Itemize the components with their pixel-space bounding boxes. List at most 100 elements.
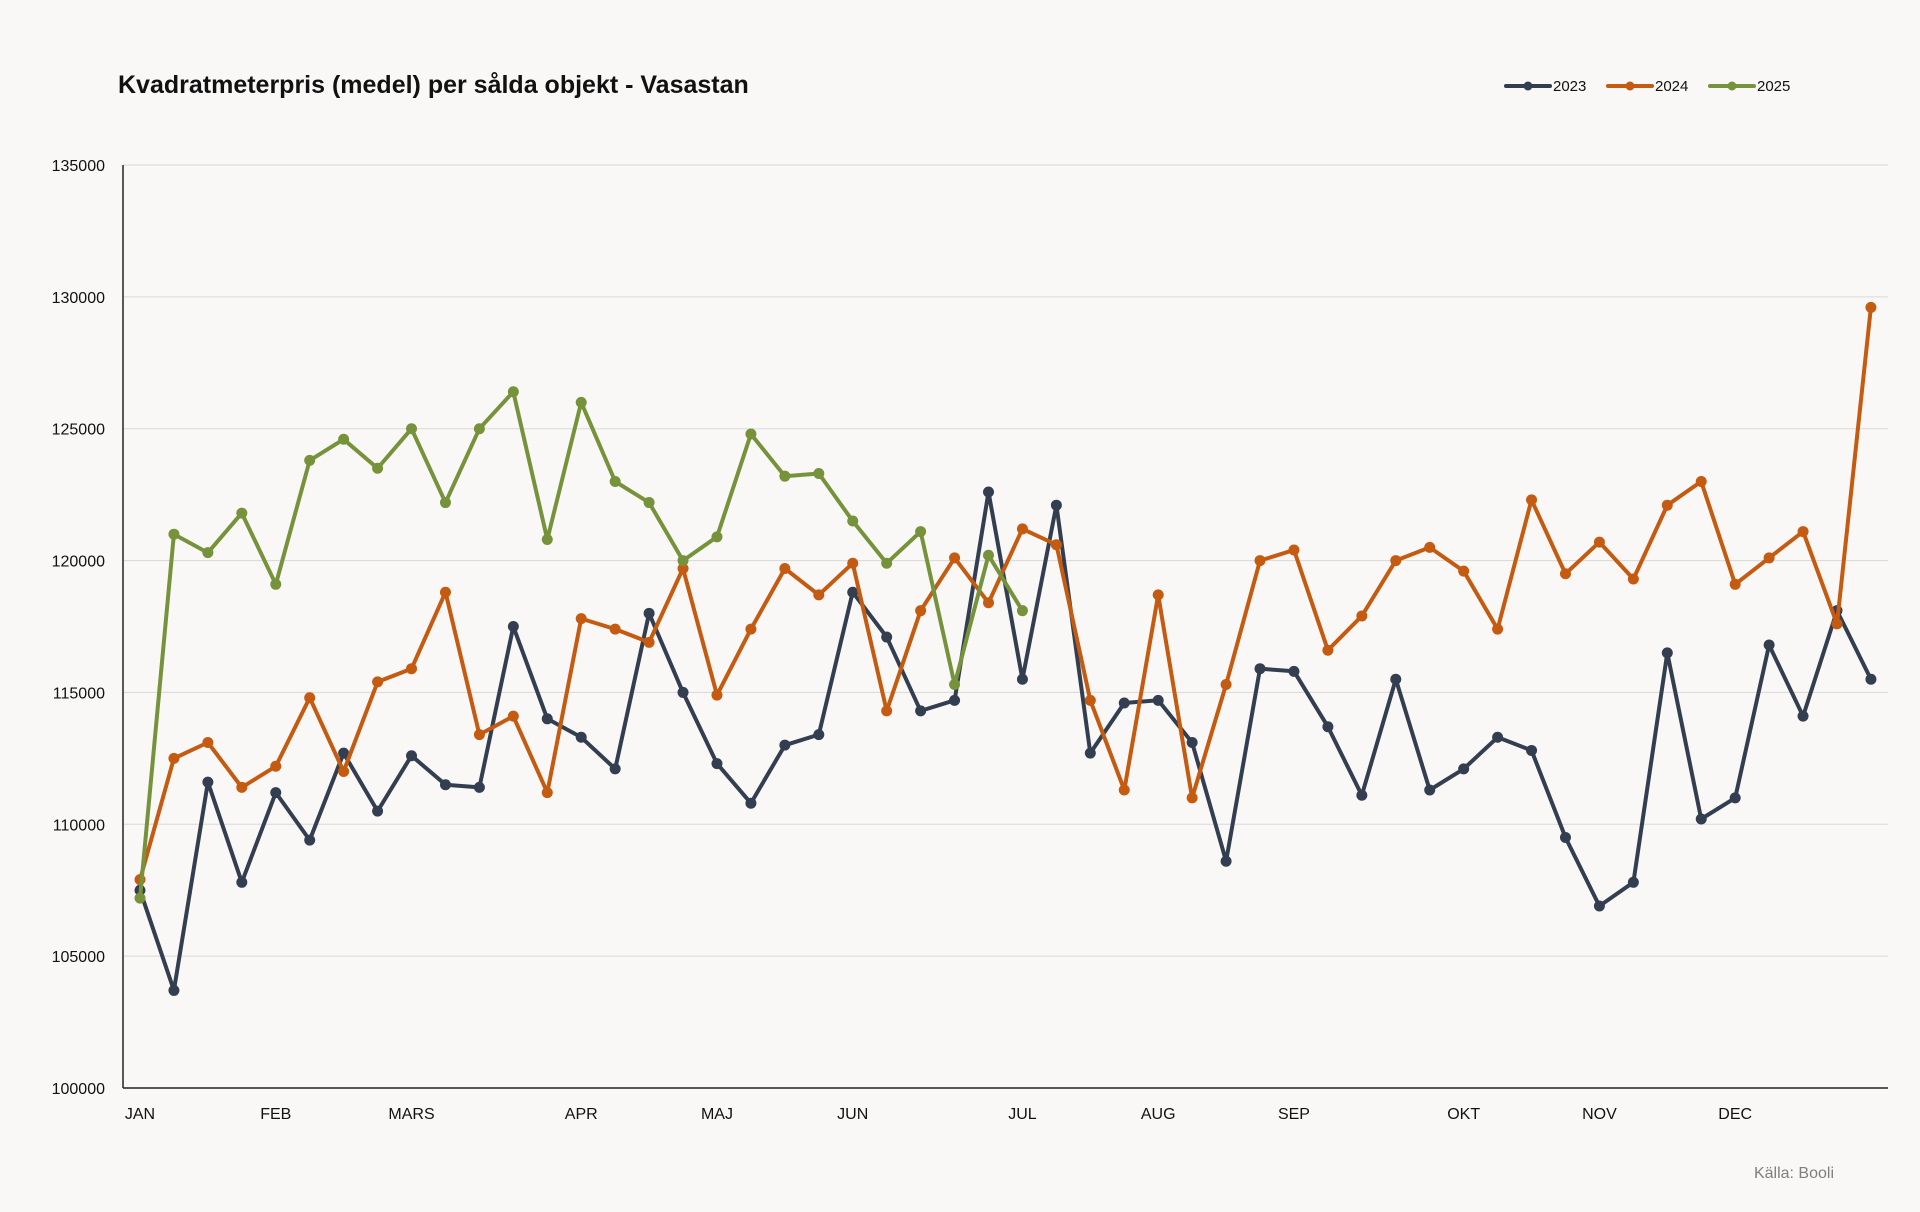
data-point <box>983 549 994 561</box>
data-point <box>1118 697 1130 709</box>
data-point <box>304 692 316 704</box>
data-point <box>439 497 451 509</box>
x-tick-label: JUL <box>1008 1106 1037 1123</box>
data-point <box>677 555 689 567</box>
data-point <box>779 739 791 751</box>
data-point <box>609 475 621 487</box>
legend-label: 2023 <box>1553 78 1586 95</box>
data-point <box>881 705 893 717</box>
data-point <box>202 776 214 788</box>
y-tick-label: 120000 <box>52 554 105 571</box>
data-point <box>745 797 757 809</box>
data-point <box>406 750 418 762</box>
x-tick-label: NOV <box>1582 1106 1617 1123</box>
data-point <box>915 705 927 717</box>
legend-label: 2025 <box>1757 78 1790 95</box>
y-tick-label: 100000 <box>52 1081 105 1098</box>
data-point <box>507 386 519 398</box>
data-point <box>1695 813 1707 825</box>
data-point <box>711 758 723 770</box>
legend-item-2024: 2024 <box>1606 78 1688 95</box>
y-tick-label: 135000 <box>52 158 105 175</box>
data-point <box>575 731 587 743</box>
x-tick-label: AUG <box>1141 1106 1176 1123</box>
data-point <box>1016 673 1028 685</box>
data-point <box>1492 731 1504 743</box>
data-point <box>541 533 553 545</box>
x-axis-ticks: JAN FEB MARS APR MAJ JUN JUL AUG SEP OKT NOV DEC <box>125 1106 1752 1123</box>
data-point <box>1390 555 1402 567</box>
data-point <box>507 621 519 632</box>
chart-title: Kvadratmeterpris (medel) per sålda objek… <box>118 71 749 99</box>
series-group <box>134 301 1877 996</box>
legend-marker <box>1625 81 1635 91</box>
data-point <box>1526 744 1538 756</box>
data-point <box>1084 747 1096 759</box>
gridlines <box>123 164 1888 957</box>
data-point <box>1865 301 1877 313</box>
data-point <box>1050 539 1062 551</box>
data-point <box>1729 792 1741 804</box>
data-point <box>270 760 282 772</box>
data-point <box>1322 644 1334 656</box>
data-point <box>1763 552 1775 564</box>
x-tick-label: DEC <box>1718 1106 1752 1123</box>
series-2024 <box>134 301 1877 886</box>
x-tick-label: SEP <box>1278 1106 1310 1123</box>
data-point <box>1458 565 1470 577</box>
data-point <box>1627 573 1639 585</box>
data-point <box>575 396 587 408</box>
data-point <box>1695 475 1707 487</box>
data-point <box>473 729 485 741</box>
legend-label: 2024 <box>1655 78 1688 95</box>
data-point <box>270 787 282 799</box>
data-point <box>643 497 655 509</box>
data-point <box>1526 494 1538 506</box>
data-point <box>745 623 757 635</box>
data-point <box>1831 618 1843 630</box>
data-point <box>847 586 859 598</box>
data-point <box>1322 721 1334 733</box>
data-point <box>983 597 994 609</box>
data-point <box>813 729 825 741</box>
data-point <box>1865 673 1877 685</box>
x-tick-label: JUN <box>837 1106 868 1123</box>
data-point <box>372 676 384 688</box>
data-point <box>1492 623 1504 635</box>
x-tick-label: MARS <box>388 1106 434 1123</box>
data-point <box>338 766 350 778</box>
y-axis-ticks: 100000 105000 110000 115000 120000 125000 1300… <box>52 158 105 1098</box>
data-point <box>1559 831 1571 843</box>
data-point <box>1118 784 1130 796</box>
x-tick-label: JAN <box>125 1106 155 1123</box>
y-tick-label: 115000 <box>53 685 105 702</box>
data-point <box>677 686 689 698</box>
data-point <box>338 433 350 445</box>
data-point <box>1763 639 1775 651</box>
data-point <box>779 562 791 574</box>
series-line <box>138 305 1873 882</box>
data-point <box>983 486 994 498</box>
legend-marker <box>1727 81 1737 91</box>
data-point <box>1288 544 1300 556</box>
source-note: Källa: Booli <box>1754 1165 1834 1182</box>
data-point <box>1356 610 1368 622</box>
data-point <box>439 586 451 598</box>
data-point <box>1186 792 1198 804</box>
data-point <box>372 805 384 817</box>
legend: 2023 2024 2025 <box>1504 78 1790 95</box>
data-point <box>745 428 757 440</box>
data-point <box>1288 665 1300 677</box>
data-point <box>813 589 825 601</box>
x-tick-label: OKT <box>1447 1106 1480 1123</box>
x-tick-label: MAJ <box>701 1106 733 1123</box>
data-point <box>406 663 418 675</box>
data-point <box>439 779 451 791</box>
data-point <box>541 787 553 799</box>
data-point <box>1797 526 1809 538</box>
data-point <box>406 423 418 435</box>
data-point <box>1390 673 1402 685</box>
x-tick-label: APR <box>565 1106 598 1123</box>
data-point <box>1424 784 1436 796</box>
data-point <box>1458 763 1470 775</box>
